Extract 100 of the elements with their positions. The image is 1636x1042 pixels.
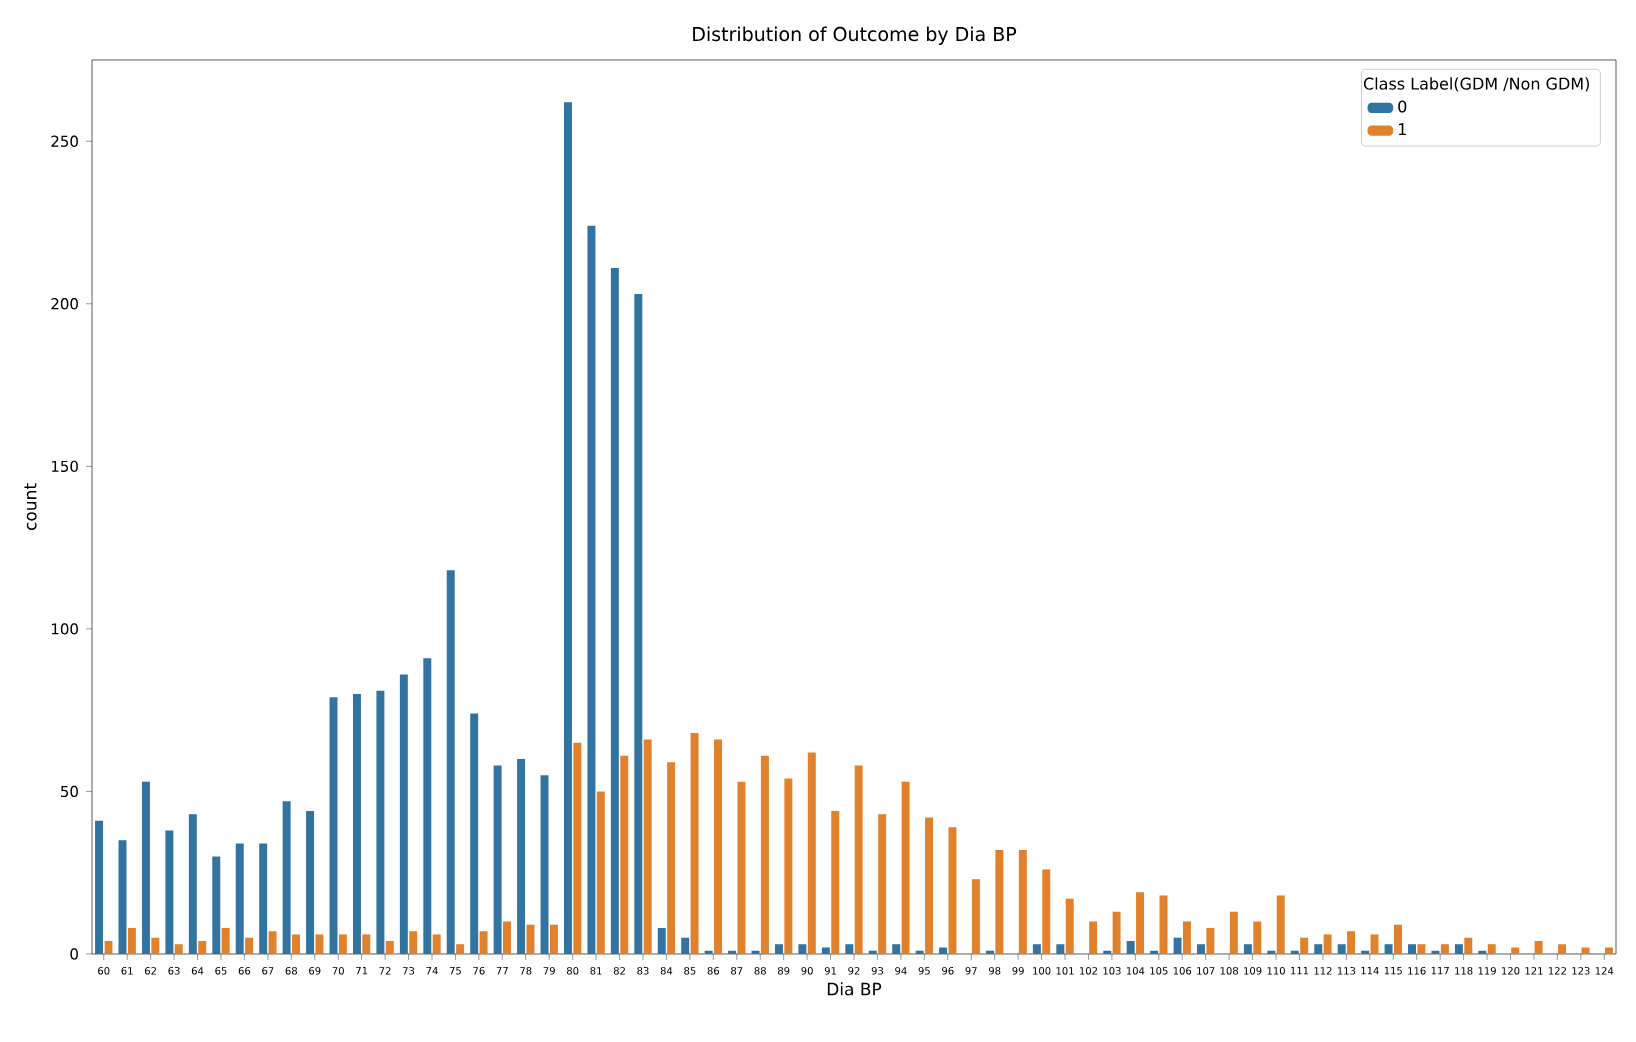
chart-title: Distribution of Outcome by Dia BP xyxy=(693,26,1017,45)
bar xyxy=(1454,944,1463,954)
bar xyxy=(1243,944,1252,954)
x-axis-title: Dia BP xyxy=(827,982,882,996)
bar xyxy=(151,937,160,954)
bar xyxy=(1112,911,1121,954)
bar xyxy=(774,944,783,954)
bar xyxy=(1229,911,1238,954)
bar xyxy=(610,268,619,954)
bar xyxy=(503,921,511,954)
bar xyxy=(1314,944,1323,954)
bar xyxy=(845,944,854,954)
bar xyxy=(141,781,150,954)
bar xyxy=(1534,940,1543,954)
bar xyxy=(362,934,371,954)
bar xyxy=(165,830,174,954)
legend-label: 0 xyxy=(1398,100,1407,113)
bar xyxy=(540,775,549,954)
bar xyxy=(470,713,479,954)
bar xyxy=(1182,921,1191,954)
bar xyxy=(1370,934,1379,954)
bar xyxy=(1136,892,1145,954)
bar xyxy=(760,755,769,954)
bar xyxy=(549,924,558,954)
bar xyxy=(1089,921,1098,954)
bar xyxy=(634,294,643,954)
bar xyxy=(259,843,268,954)
bar xyxy=(1581,947,1590,954)
bar xyxy=(221,927,230,954)
bar xyxy=(423,658,432,954)
bar xyxy=(127,927,136,954)
bar xyxy=(1032,944,1041,954)
bar xyxy=(690,732,699,954)
bar xyxy=(878,814,887,954)
bar xyxy=(784,778,793,954)
bar xyxy=(587,225,596,954)
bar xyxy=(1253,921,1262,954)
bar xyxy=(1276,895,1285,954)
bar xyxy=(1300,937,1309,954)
bar xyxy=(1417,944,1426,954)
legend-title: Class Label(GDM /Non GDM) xyxy=(1363,77,1589,92)
bar xyxy=(1173,937,1182,954)
bar xyxy=(925,817,934,954)
bar xyxy=(198,940,207,954)
bar xyxy=(714,739,723,954)
bar xyxy=(315,934,324,954)
bar xyxy=(1440,944,1449,954)
bar xyxy=(1384,944,1393,954)
y-axis-title: count xyxy=(24,483,37,531)
bar xyxy=(1197,944,1205,954)
bar xyxy=(282,801,291,954)
bar xyxy=(1347,931,1356,954)
bar xyxy=(352,693,361,954)
bar xyxy=(643,739,652,954)
bar xyxy=(95,820,104,954)
bar xyxy=(338,934,347,954)
bar xyxy=(517,758,526,954)
bar xyxy=(854,765,863,954)
bar xyxy=(385,940,394,954)
bar xyxy=(409,931,418,954)
bar xyxy=(1018,849,1027,954)
bar xyxy=(1464,937,1473,954)
bar xyxy=(971,879,980,954)
bar xyxy=(939,947,948,954)
bar xyxy=(1408,944,1417,954)
bar xyxy=(573,742,582,954)
bar xyxy=(1042,869,1051,954)
bar xyxy=(432,934,441,954)
bar xyxy=(620,755,629,954)
bar xyxy=(306,810,315,954)
bar xyxy=(1337,944,1346,954)
bar xyxy=(948,827,957,954)
bar xyxy=(526,924,535,954)
bar xyxy=(245,937,254,954)
bar xyxy=(268,931,277,954)
bar xyxy=(995,849,1004,954)
bar xyxy=(479,931,488,954)
bar xyxy=(1604,947,1613,954)
bar xyxy=(376,690,385,954)
bar xyxy=(892,944,901,954)
bar xyxy=(1056,944,1065,954)
bar xyxy=(681,937,690,954)
bar xyxy=(1487,944,1496,954)
bar xyxy=(174,944,183,954)
bar xyxy=(901,781,910,954)
bar xyxy=(798,944,807,954)
bar xyxy=(292,934,300,954)
bar xyxy=(737,781,746,954)
bar xyxy=(1393,924,1402,954)
legend-label: 1 xyxy=(1398,123,1406,136)
bar xyxy=(1323,934,1332,954)
bar xyxy=(1126,940,1135,954)
bar xyxy=(1511,947,1520,954)
bar xyxy=(493,765,502,954)
bar xyxy=(456,944,465,954)
bar xyxy=(1558,944,1567,954)
bar xyxy=(563,102,572,954)
bar xyxy=(188,814,197,954)
bar xyxy=(1206,927,1215,954)
bar xyxy=(596,791,605,954)
